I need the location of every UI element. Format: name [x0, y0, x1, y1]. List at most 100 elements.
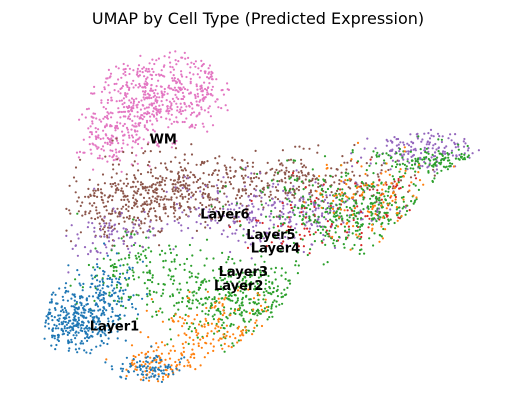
data-point	[167, 363, 170, 366]
data-point	[157, 380, 160, 383]
data-point	[127, 371, 130, 374]
data-point	[248, 283, 251, 286]
data-point	[216, 98, 219, 101]
data-point	[151, 372, 154, 375]
data-point	[135, 104, 138, 107]
data-point	[374, 210, 377, 213]
data-point	[223, 342, 226, 345]
data-point	[241, 159, 244, 162]
data-point	[222, 288, 225, 291]
data-point	[178, 316, 182, 319]
data-point	[118, 159, 122, 162]
data-point	[128, 276, 131, 280]
data-point	[387, 168, 390, 172]
data-point	[172, 74, 175, 77]
data-point	[288, 189, 291, 192]
data-point	[360, 210, 363, 213]
data-point	[99, 299, 102, 302]
data-point	[157, 145, 160, 148]
data-point	[130, 232, 133, 236]
data-point	[66, 333, 69, 336]
data-point	[435, 160, 438, 163]
data-point	[238, 196, 242, 199]
data-point	[128, 251, 131, 254]
data-point	[294, 192, 297, 195]
data-point	[149, 272, 152, 275]
data-point	[301, 195, 305, 198]
data-point	[399, 168, 402, 171]
data-point	[149, 208, 152, 211]
data-point	[183, 167, 186, 170]
data-point	[304, 166, 307, 169]
data-point	[346, 196, 349, 199]
data-point	[372, 244, 375, 247]
data-point	[146, 110, 149, 113]
data-point	[314, 219, 317, 222]
data-point	[183, 268, 186, 271]
data-point	[223, 298, 226, 301]
data-point	[256, 308, 259, 311]
data-point	[209, 227, 212, 230]
data-point	[148, 93, 151, 96]
data-point	[308, 227, 311, 230]
data-point	[132, 140, 135, 143]
data-point	[466, 144, 469, 148]
data-point	[67, 340, 70, 343]
data-point	[73, 299, 76, 302]
data-point	[177, 358, 180, 361]
data-point	[329, 202, 332, 205]
data-point	[114, 184, 117, 187]
data-point	[238, 313, 241, 316]
data-point	[200, 84, 203, 87]
data-point	[115, 277, 118, 280]
data-point	[58, 323, 61, 326]
data-point	[218, 301, 221, 304]
data-point	[99, 215, 102, 218]
data-point	[199, 99, 202, 102]
data-point	[202, 188, 205, 191]
data-point	[200, 108, 203, 111]
data-point	[300, 211, 303, 214]
data-point	[447, 137, 450, 140]
data-point	[374, 212, 377, 215]
data-point	[353, 143, 356, 147]
data-point	[124, 230, 127, 233]
data-point	[214, 327, 217, 330]
data-point	[198, 302, 201, 305]
data-point	[380, 181, 383, 184]
data-point	[120, 376, 123, 379]
data-point	[136, 205, 139, 208]
data-point	[264, 273, 268, 276]
data-point	[86, 335, 89, 339]
data-point	[107, 337, 110, 340]
data-point	[246, 218, 249, 221]
data-point	[117, 252, 120, 255]
data-point	[88, 143, 91, 146]
data-point	[360, 156, 363, 159]
data-point	[289, 181, 292, 184]
data-point	[168, 100, 171, 103]
data-point	[371, 195, 374, 198]
data-point	[151, 281, 154, 284]
data-point	[128, 214, 131, 218]
data-point	[157, 79, 160, 82]
data-point	[249, 298, 252, 301]
data-point	[202, 208, 206, 211]
data-point	[98, 222, 101, 225]
data-point	[145, 106, 148, 109]
data-point	[318, 185, 322, 188]
data-point	[214, 157, 217, 160]
data-point	[146, 191, 149, 194]
data-point	[195, 281, 198, 284]
data-point	[411, 159, 414, 162]
data-point	[218, 190, 222, 193]
data-point	[396, 219, 399, 222]
data-point	[305, 213, 308, 216]
data-point	[302, 188, 305, 191]
data-point	[375, 220, 378, 223]
data-point	[257, 298, 260, 301]
data-point	[83, 349, 86, 352]
data-point	[221, 347, 224, 350]
data-point	[348, 228, 351, 231]
data-point	[129, 186, 133, 189]
